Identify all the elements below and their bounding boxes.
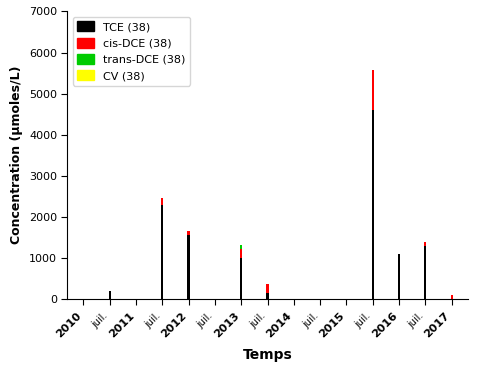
Bar <box>240 246 242 249</box>
Bar <box>424 246 427 299</box>
Legend: TCE (38), cis-DCE (38), trans-DCE (38), CV (38): TCE (38), cis-DCE (38), trans-DCE (38), … <box>73 17 190 86</box>
Text: 2014: 2014 <box>265 310 294 339</box>
Bar <box>161 198 163 205</box>
Bar <box>240 249 242 258</box>
Bar <box>267 284 268 293</box>
Text: 2017: 2017 <box>423 310 452 339</box>
X-axis label: Temps: Temps <box>242 348 293 362</box>
Text: 2015: 2015 <box>318 310 347 339</box>
Bar <box>108 291 111 299</box>
Text: juil.: juil. <box>301 310 320 330</box>
Bar <box>398 254 400 299</box>
Text: 2016: 2016 <box>370 310 399 339</box>
Bar <box>451 295 453 299</box>
Text: juil.: juil. <box>353 310 373 330</box>
Bar <box>424 242 427 246</box>
Bar <box>372 110 374 299</box>
Text: juil.: juil. <box>406 310 426 330</box>
Bar <box>187 231 189 235</box>
Text: juil.: juil. <box>143 310 162 330</box>
Bar <box>161 205 163 299</box>
Text: 2012: 2012 <box>160 310 188 339</box>
Text: juil.: juil. <box>90 310 109 330</box>
Text: 2013: 2013 <box>213 310 241 339</box>
Bar <box>372 70 374 110</box>
Text: juil.: juil. <box>248 310 268 330</box>
Y-axis label: Concentration (µmoles/L): Concentration (µmoles/L) <box>11 66 24 244</box>
Bar <box>240 258 242 299</box>
Bar <box>267 293 268 299</box>
Text: 2011: 2011 <box>107 310 136 339</box>
Text: 2010: 2010 <box>54 310 83 339</box>
Text: juil.: juil. <box>195 310 215 330</box>
Bar <box>187 235 189 299</box>
